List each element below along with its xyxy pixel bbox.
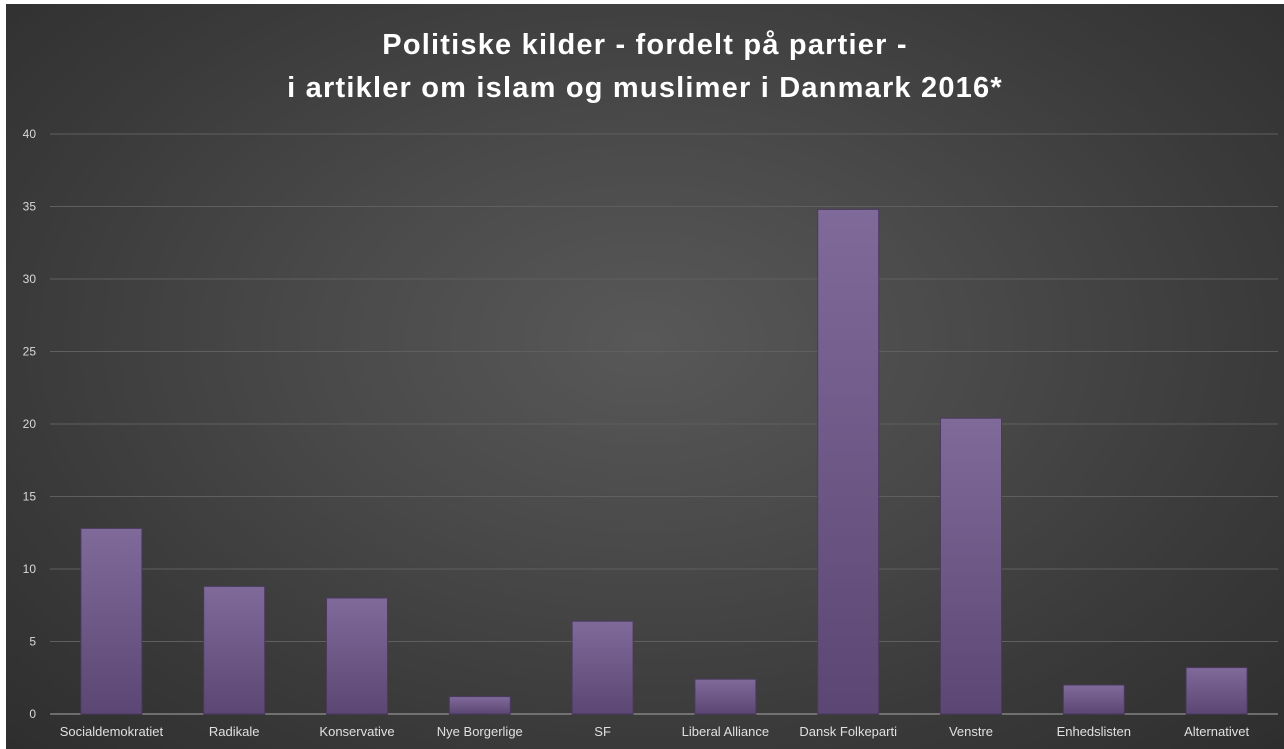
bar-nye-borgerlige: [448, 696, 511, 715]
x-tick-label: Venstre: [949, 724, 993, 739]
x-tick-label: Socialdemokratiet: [60, 724, 164, 739]
bar-enhedslisten: [1062, 684, 1125, 715]
x-tick-label: Enhedslisten: [1057, 724, 1131, 739]
bar-radikale: [203, 585, 266, 715]
y-tick-label: 40: [23, 127, 37, 141]
y-tick-label: 5: [29, 635, 36, 649]
bar-liberal-alliance: [694, 678, 757, 715]
y-tick-label: 35: [23, 200, 37, 214]
y-tick-label: 25: [23, 345, 37, 359]
x-tick-label: Konservative: [319, 724, 394, 739]
bar-dansk-folkeparti: [817, 208, 880, 715]
chart-title-line-1: Politiske kilder - fordelt på partier -: [382, 29, 908, 61]
bar-alternativet: [1185, 667, 1248, 715]
x-tick-label: Liberal Alliance: [682, 724, 769, 739]
y-tick-label: 30: [23, 272, 37, 286]
x-tick-label: Nye Borgerlige: [437, 724, 523, 739]
y-tick-label: 15: [23, 490, 37, 504]
x-tick-label: Alternativet: [1184, 724, 1249, 739]
bar-chart: 0 5 10 15 20 25 30 35 40 Socialdemokratiet Radikal…: [23, 127, 1278, 739]
bar-socialdemokratiet: [80, 527, 143, 715]
chart-title: Politiske kilder - fordelt på partier - …: [6, 24, 1284, 110]
chart-frame: Politiske kilder - fordelt på partier - …: [6, 4, 1284, 749]
bar-konservative: [326, 597, 388, 715]
bar-sf: [571, 620, 634, 715]
chart-title-line-2: i artikler om islam og muslimer i Danmar…: [287, 72, 1003, 104]
x-tick-label: Radikale: [209, 724, 260, 739]
x-tick-label: Dansk Folkeparti: [799, 724, 897, 739]
y-tick-label: 10: [23, 562, 37, 576]
y-tick-label: 20: [23, 417, 37, 431]
y-tick-label: 0: [29, 707, 36, 721]
x-tick-label: SF: [594, 724, 611, 739]
bar-venstre: [940, 417, 1002, 715]
